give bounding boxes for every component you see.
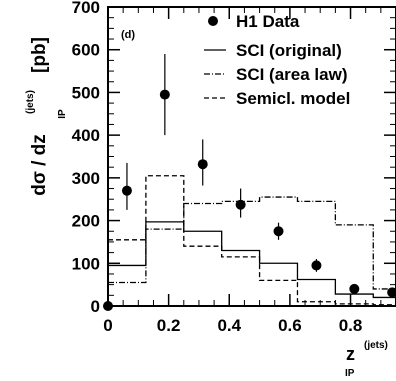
legend-label-sci-area-law: SCI (area law) xyxy=(236,65,348,84)
x-tick-label: 0.8 xyxy=(339,316,363,335)
y-tick-label: 200 xyxy=(72,212,100,231)
y-axis-label-superscript: (jets) xyxy=(25,90,36,114)
svg-text:dσ / dz: dσ / dz xyxy=(29,134,50,196)
y-axis-unit: [pb] xyxy=(29,37,50,73)
data-point xyxy=(103,301,113,311)
data-point xyxy=(387,287,396,298)
x-axis-label-superscript: (jets) xyxy=(364,340,388,351)
x-axis-label-main: z xyxy=(346,344,355,364)
data-point xyxy=(311,260,322,271)
data-point xyxy=(235,199,246,210)
y-axis-label: dσ / dz (jets) IP [pb] xyxy=(25,37,68,196)
y-axis-label-subscript: IP xyxy=(57,109,68,119)
model-histograms xyxy=(108,175,396,306)
legend-marker-h1-data xyxy=(208,16,218,26)
y-tick-label: 500 xyxy=(72,83,100,102)
x-tick-label: 0 xyxy=(103,316,112,335)
legend-label-sci-original: SCI (original) xyxy=(236,41,342,60)
y-axis-ticks: 0 100 200 300 400 500 600 700 xyxy=(72,0,396,316)
y-tick-label: 400 xyxy=(72,126,100,145)
y-tick-label: 0 xyxy=(91,297,100,316)
y-tick-label: 600 xyxy=(72,41,100,60)
x-tick-label: 0.4 xyxy=(217,316,241,335)
data-point xyxy=(197,159,208,170)
x-axis-label-subscript: IP xyxy=(345,368,355,379)
x-tick-label: 0.6 xyxy=(278,316,302,335)
panel-label: (d) xyxy=(121,29,135,41)
y-axis-label-main: dσ / dz xyxy=(29,134,50,196)
legend: H1 Data SCI (original) SCI (area law) Se… xyxy=(204,12,350,108)
histogram-sci-area-law xyxy=(108,196,396,290)
y-tick-label: 300 xyxy=(72,169,100,188)
histogram-semicl-model xyxy=(108,175,396,306)
data-point xyxy=(159,89,170,100)
x-axis-ticks: 0 0.2 0.4 0.6 0.8 xyxy=(103,7,382,335)
y-tick-label: 100 xyxy=(72,254,100,273)
legend-label-semicl-model: Semicl. model xyxy=(236,89,350,108)
x-tick-label: 0.2 xyxy=(157,316,181,335)
legend-label-h1-data: H1 Data xyxy=(236,12,300,31)
y-tick-label: 700 xyxy=(72,0,100,17)
data-point xyxy=(273,226,284,237)
data-point xyxy=(121,185,132,196)
data-points xyxy=(103,53,396,311)
data-point xyxy=(349,283,360,294)
